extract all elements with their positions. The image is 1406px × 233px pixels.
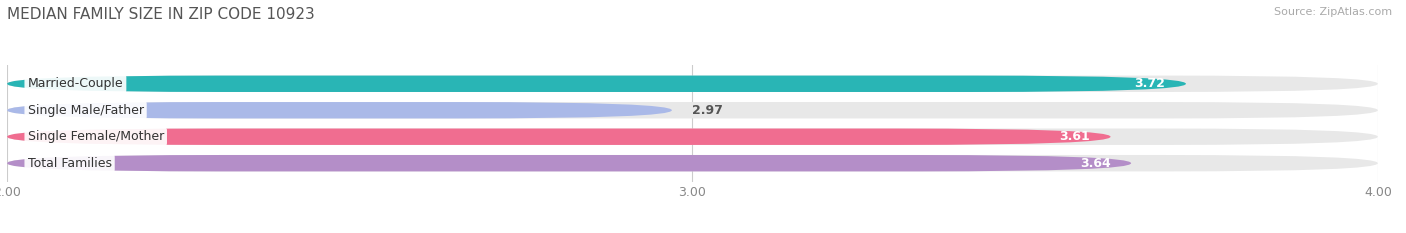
Text: Total Families: Total Families <box>28 157 111 170</box>
Text: 2.97: 2.97 <box>692 104 723 117</box>
FancyBboxPatch shape <box>7 102 1378 118</box>
FancyBboxPatch shape <box>7 155 1378 171</box>
FancyBboxPatch shape <box>7 75 1187 92</box>
FancyBboxPatch shape <box>7 75 1378 92</box>
FancyBboxPatch shape <box>7 129 1378 145</box>
Text: 3.61: 3.61 <box>1059 130 1090 143</box>
Text: 3.64: 3.64 <box>1080 157 1111 170</box>
FancyBboxPatch shape <box>7 129 1111 145</box>
Text: 3.72: 3.72 <box>1135 77 1166 90</box>
Text: MEDIAN FAMILY SIZE IN ZIP CODE 10923: MEDIAN FAMILY SIZE IN ZIP CODE 10923 <box>7 7 315 22</box>
Text: Single Female/Mother: Single Female/Mother <box>28 130 165 143</box>
Text: Source: ZipAtlas.com: Source: ZipAtlas.com <box>1274 7 1392 17</box>
FancyBboxPatch shape <box>7 102 672 118</box>
FancyBboxPatch shape <box>7 155 1132 171</box>
Text: Married-Couple: Married-Couple <box>28 77 124 90</box>
Text: Single Male/Father: Single Male/Father <box>28 104 143 117</box>
